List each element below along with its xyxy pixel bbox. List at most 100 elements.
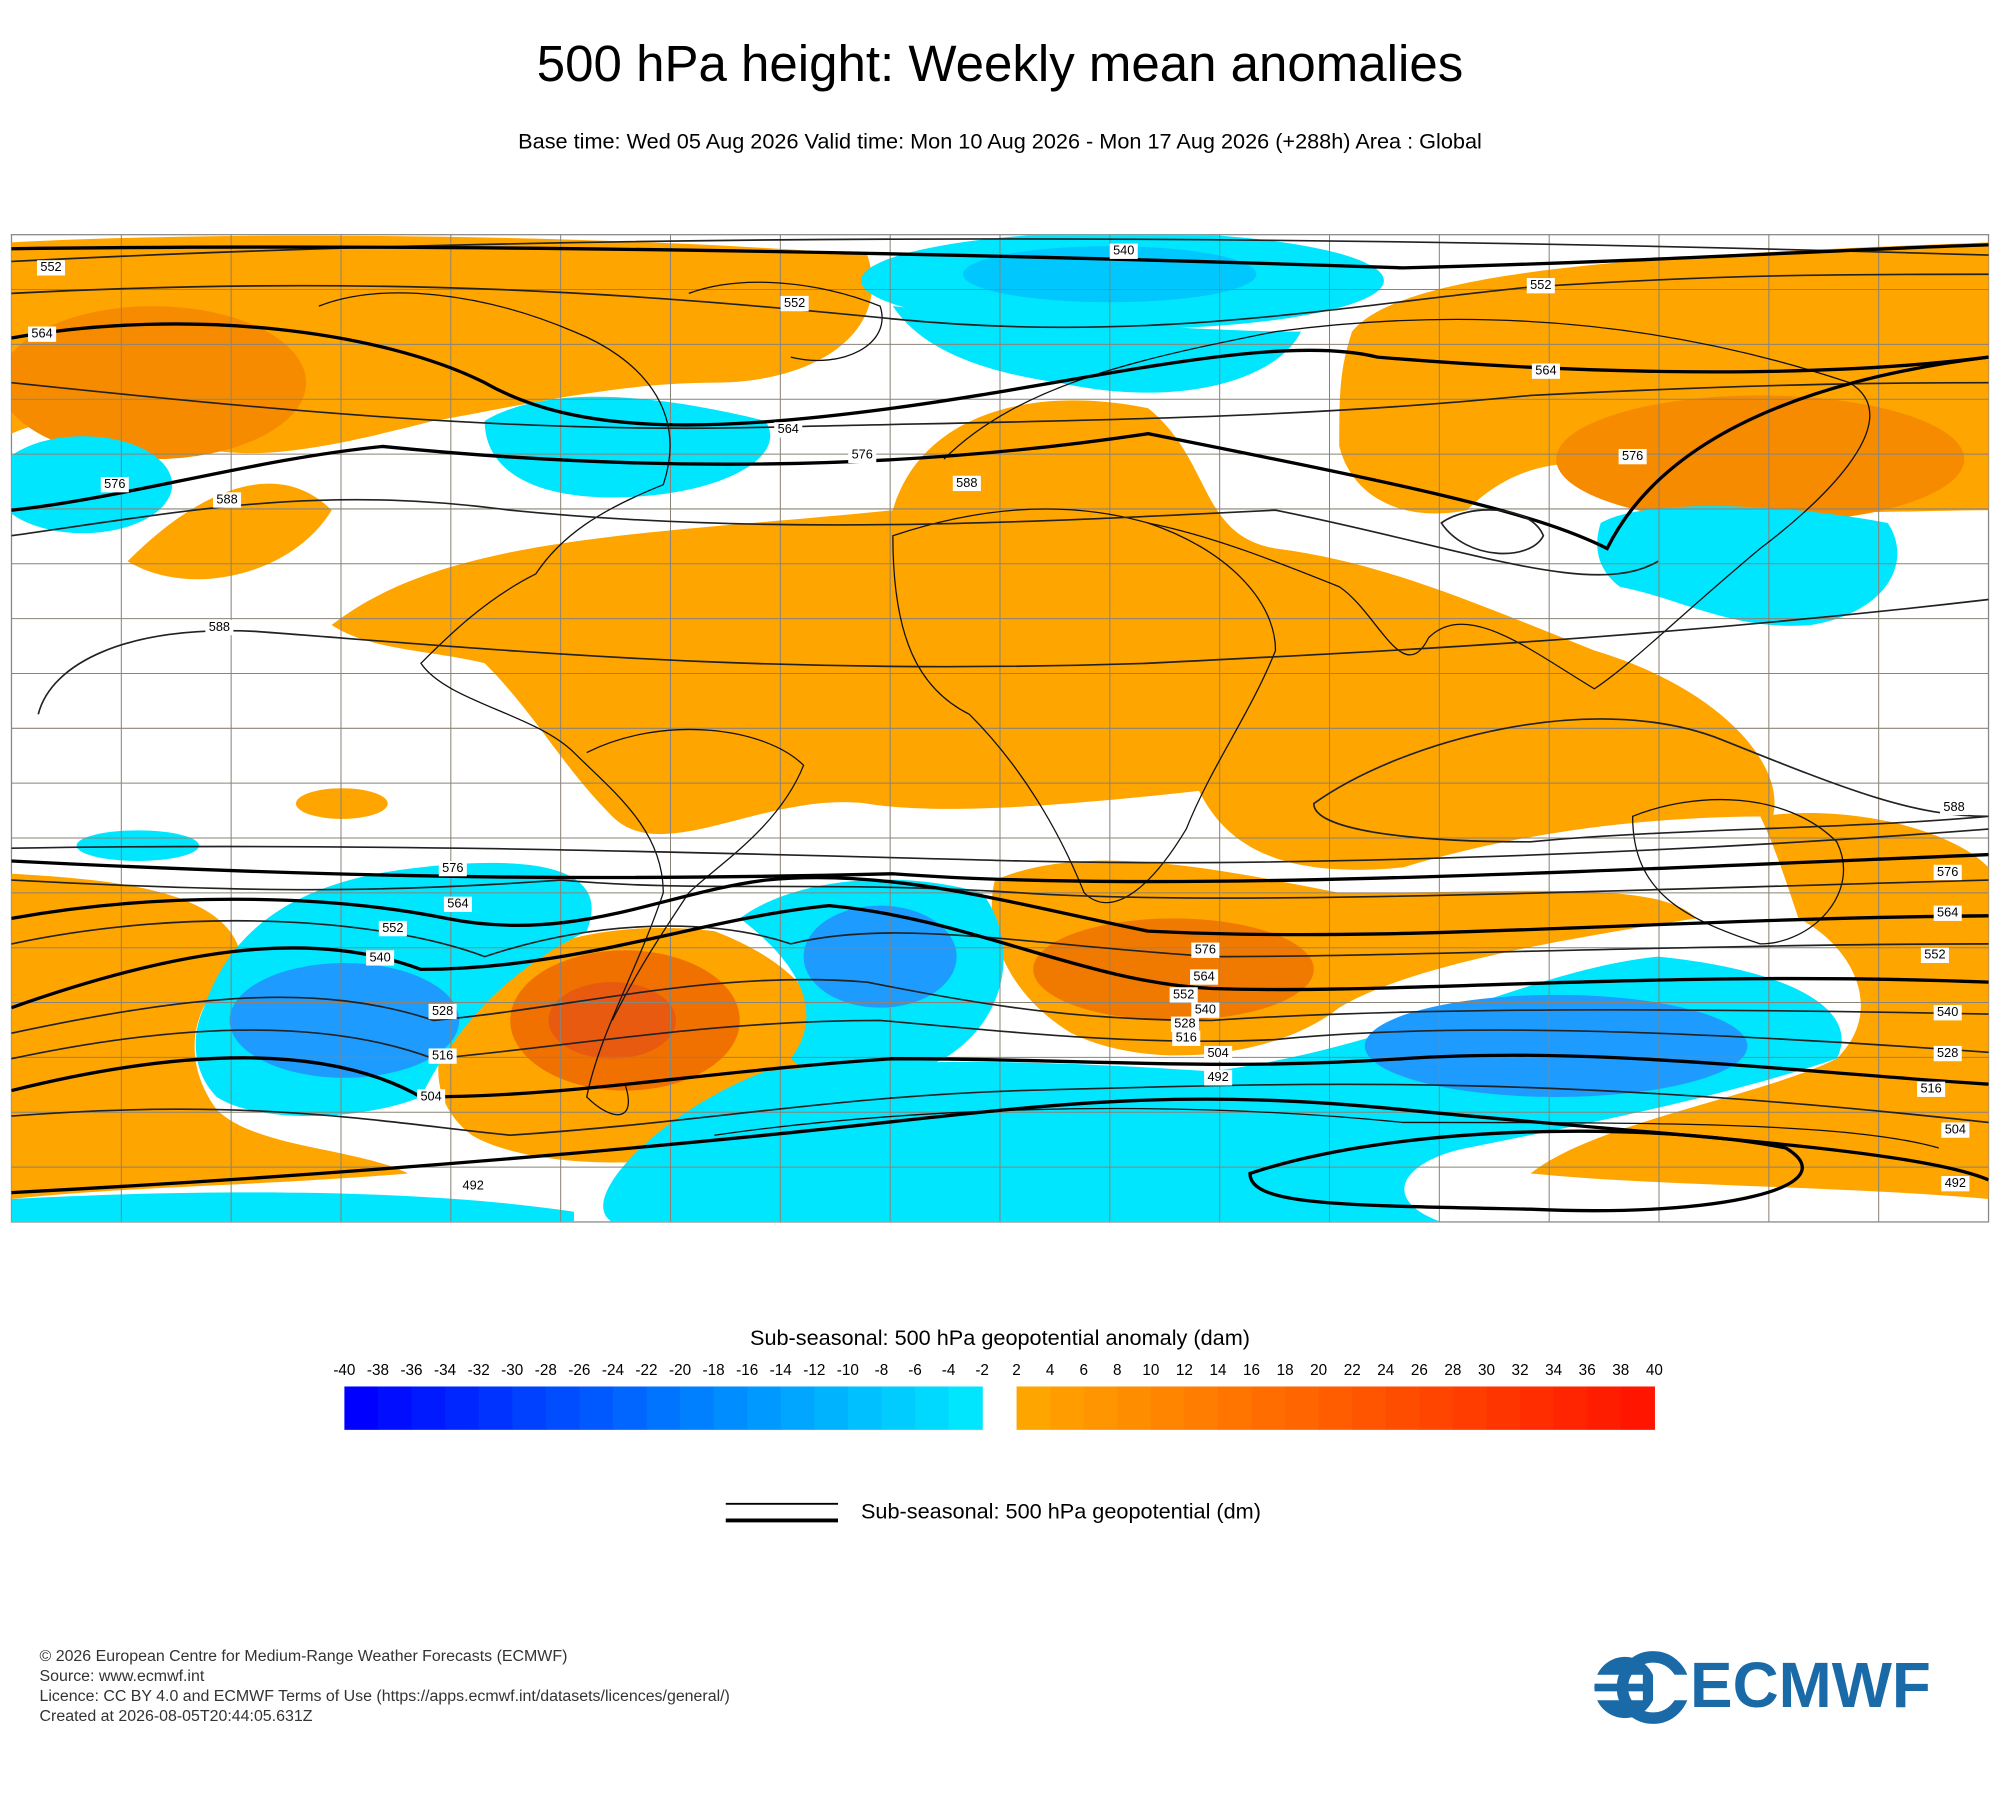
contour-label-bg bbox=[1933, 1005, 1962, 1021]
colorbar-box bbox=[1150, 1386, 1186, 1430]
contour-label: 576 bbox=[1622, 448, 1643, 463]
logo-text: ECMWF bbox=[1690, 1649, 1931, 1721]
contour-label-bg bbox=[205, 619, 234, 636]
colorbar-tick-label: -20 bbox=[669, 1362, 691, 1379]
colorbar-box bbox=[814, 1386, 849, 1430]
contour-labels: 5525645765885885525405645765885525645765… bbox=[28, 243, 1970, 1194]
contour-label-bg bbox=[366, 950, 395, 966]
colorbar-tick-label: 18 bbox=[1277, 1362, 1294, 1379]
contour-label-bg bbox=[1933, 905, 1962, 921]
colorbar-box bbox=[948, 1386, 983, 1430]
contour-label: 504 bbox=[1945, 1121, 1966, 1136]
contour-label: 552 bbox=[1173, 986, 1194, 1001]
contour-label-bg bbox=[28, 326, 57, 342]
contour-label-bg bbox=[952, 475, 981, 492]
colorbar-tick-label: 4 bbox=[1046, 1362, 1055, 1379]
contour-label: 516 bbox=[1920, 1081, 1941, 1096]
contour-label-bg bbox=[1191, 942, 1220, 958]
colorbar-tick-label: 24 bbox=[1377, 1362, 1395, 1379]
colorbar-tick-label: -30 bbox=[501, 1362, 523, 1379]
colorbar-tick-label: -34 bbox=[434, 1362, 457, 1379]
colorbar-box bbox=[545, 1386, 580, 1430]
colorbar-tick-label: 38 bbox=[1612, 1362, 1629, 1379]
colorbar-tick-label: -10 bbox=[837, 1362, 859, 1379]
colorbar-box bbox=[1016, 1386, 1051, 1430]
contour-label-bg bbox=[1940, 799, 1969, 816]
contour-label: 564 bbox=[1937, 905, 1958, 920]
contour-label-bg bbox=[1933, 1045, 1962, 1062]
contour-label-bg bbox=[459, 1178, 488, 1194]
contour-label-bg bbox=[378, 920, 407, 937]
contour-label: 564 bbox=[778, 421, 799, 436]
contour-label: 576 bbox=[104, 476, 125, 491]
contour-label: 564 bbox=[447, 896, 468, 911]
contour-label-bg bbox=[848, 447, 877, 464]
contour-label-bg bbox=[1920, 947, 1949, 964]
colorbar-tick-label: 2 bbox=[1012, 1362, 1021, 1379]
colorbar-box bbox=[478, 1386, 513, 1430]
colorbar-box bbox=[1251, 1386, 1286, 1430]
colorbar-box bbox=[612, 1386, 648, 1430]
colorbar-box bbox=[1184, 1386, 1219, 1430]
contour-label-bg bbox=[36, 260, 66, 276]
contour-label-bg bbox=[1531, 363, 1560, 379]
colorbar-title: Sub-seasonal: 500 hPa geopotential anoma… bbox=[750, 1325, 1250, 1350]
contour-label-bg bbox=[417, 1089, 446, 1105]
contour-label: 588 bbox=[216, 491, 237, 506]
colorbar-tick-label: -26 bbox=[568, 1362, 590, 1379]
contour-label: 552 bbox=[382, 920, 403, 935]
colorbar-box bbox=[377, 1386, 413, 1430]
colorbar-tick-label: -16 bbox=[736, 1362, 758, 1379]
colorbar-tick-label: -12 bbox=[803, 1362, 825, 1379]
contour-label: 540 bbox=[369, 949, 390, 964]
colorbar-box bbox=[780, 1386, 815, 1430]
colorbar-tick-label: 26 bbox=[1411, 1362, 1428, 1379]
contour-label-bg bbox=[213, 492, 242, 508]
colorbar-tick-label: -40 bbox=[333, 1362, 355, 1379]
contour-label-bg bbox=[428, 1048, 457, 1064]
colorbar-tick-label: -36 bbox=[400, 1362, 422, 1379]
colorbar-tick-label: 10 bbox=[1142, 1362, 1159, 1379]
colorbar-box bbox=[1452, 1386, 1488, 1430]
colorbar-tick-label: -8 bbox=[875, 1362, 889, 1379]
contour-label: 552 bbox=[40, 259, 61, 274]
contour-label-bg bbox=[1169, 987, 1198, 1003]
colorbar-box bbox=[1117, 1386, 1152, 1430]
colorbar-box bbox=[1385, 1386, 1421, 1430]
contour-label-bg bbox=[100, 477, 129, 493]
contour-label-bg bbox=[1941, 1122, 1970, 1138]
contour-label-bg bbox=[1170, 1016, 1199, 1032]
colorbar-box bbox=[1050, 1386, 1085, 1430]
contour-label-bg bbox=[1172, 1030, 1201, 1046]
contour-label-bg bbox=[1933, 864, 1962, 881]
colorbar-box bbox=[411, 1386, 446, 1430]
colorbar-tick-label: 22 bbox=[1344, 1362, 1361, 1379]
contour-label: 552 bbox=[1924, 947, 1945, 962]
colorbar-box bbox=[1217, 1386, 1253, 1430]
contour-label-bg bbox=[443, 896, 472, 912]
contour-label: 528 bbox=[432, 1003, 453, 1018]
colorbar-box bbox=[1419, 1386, 1454, 1430]
footer: © 2026 European Centre for Medium-Range … bbox=[40, 1648, 730, 1725]
contour-label: 564 bbox=[31, 326, 52, 341]
colorbar-box bbox=[579, 1386, 614, 1430]
colorbar-box bbox=[445, 1386, 480, 1430]
contour-label: 516 bbox=[432, 1047, 453, 1062]
colorbar-tick-label: -28 bbox=[535, 1362, 557, 1379]
colorbar-tick-label: 14 bbox=[1209, 1362, 1227, 1379]
map: 5525645765885885525405645765885525645765… bbox=[10, 234, 1990, 1223]
contour-label: 564 bbox=[1193, 968, 1214, 983]
colorbar-box bbox=[1318, 1386, 1353, 1430]
footer-line: Licence: CC BY 4.0 and ECMWF Terms of Us… bbox=[40, 1688, 730, 1705]
contour-label: 576 bbox=[1195, 942, 1216, 957]
logo: ECMWF bbox=[1591, 1649, 1931, 1724]
colorbar-tick-label: -6 bbox=[908, 1362, 922, 1379]
colorbar-box bbox=[344, 1386, 379, 1430]
colorbar: -40 -38 -36 -34 -32 -30 -28 -26 -24 -22 -20 -18 -16-… bbox=[333, 1362, 1663, 1430]
colorbar-tick-label: -18 bbox=[703, 1362, 725, 1379]
contours bbox=[11, 238, 1989, 1213]
colorbar-tick-label: 40 bbox=[1646, 1362, 1663, 1379]
contour-label: 528 bbox=[1937, 1045, 1958, 1060]
contour-label: 552 bbox=[1530, 277, 1551, 292]
colorbar-tick-label: 32 bbox=[1512, 1362, 1529, 1379]
